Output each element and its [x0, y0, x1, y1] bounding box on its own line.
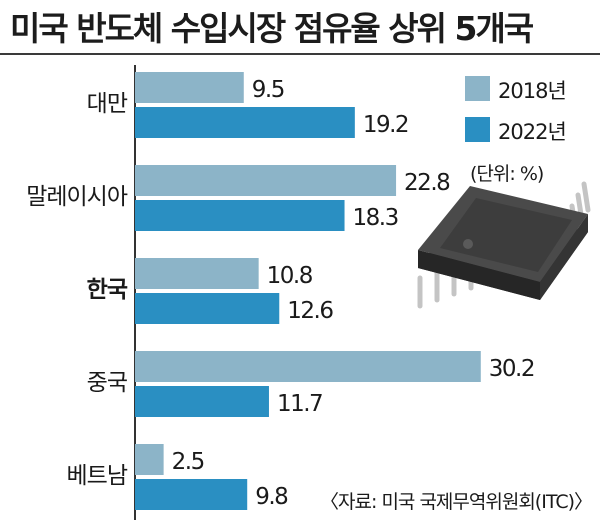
category-label: 말레이시아 — [26, 184, 128, 210]
bar-series-1 — [135, 258, 259, 289]
semiconductor-chip-icon — [417, 181, 591, 309]
title-divider — [0, 53, 600, 55]
bar-series-1 — [135, 72, 244, 103]
legend-swatch — [465, 76, 490, 101]
bar-series-1 — [135, 165, 397, 196]
data-label: 19.2 — [363, 112, 408, 138]
bar-series-2 — [135, 293, 280, 324]
category-label: 베트남 — [67, 463, 128, 489]
source-note: 〈자료: 미국 국제무역위원회(ITC)〉 — [320, 491, 592, 513]
legend: 2018년 2022년 — [465, 76, 567, 144]
data-label: 9.5 — [252, 77, 284, 103]
data-label: 2.5 — [172, 449, 204, 475]
legend-label: 2018년 — [498, 79, 566, 103]
data-label: 10.8 — [267, 263, 313, 289]
bar-series-2 — [135, 200, 345, 231]
unit-note: (단위: %) — [470, 163, 543, 185]
legend-swatch — [465, 117, 490, 142]
bar-series-2 — [135, 386, 269, 417]
bar-series-2 — [135, 107, 355, 138]
data-label: 11.7 — [277, 391, 322, 417]
data-label: 22.8 — [404, 170, 450, 196]
data-label: 30.2 — [489, 356, 534, 382]
category-label: 한국 — [87, 277, 128, 303]
category-label: 대만 — [87, 91, 128, 117]
data-label: 18.3 — [353, 205, 398, 231]
category-label: 중국 — [87, 370, 127, 396]
data-label: 9.8 — [255, 484, 288, 510]
legend-label: 2022년 — [498, 120, 566, 144]
bar-series-1 — [135, 444, 164, 475]
data-label: 12.6 — [287, 298, 333, 324]
chart-title: 미국 반도체 수입시장 점유율 상위 5개국 — [10, 9, 534, 48]
bar-series-2 — [135, 479, 248, 510]
bar-series-1 — [135, 351, 481, 382]
